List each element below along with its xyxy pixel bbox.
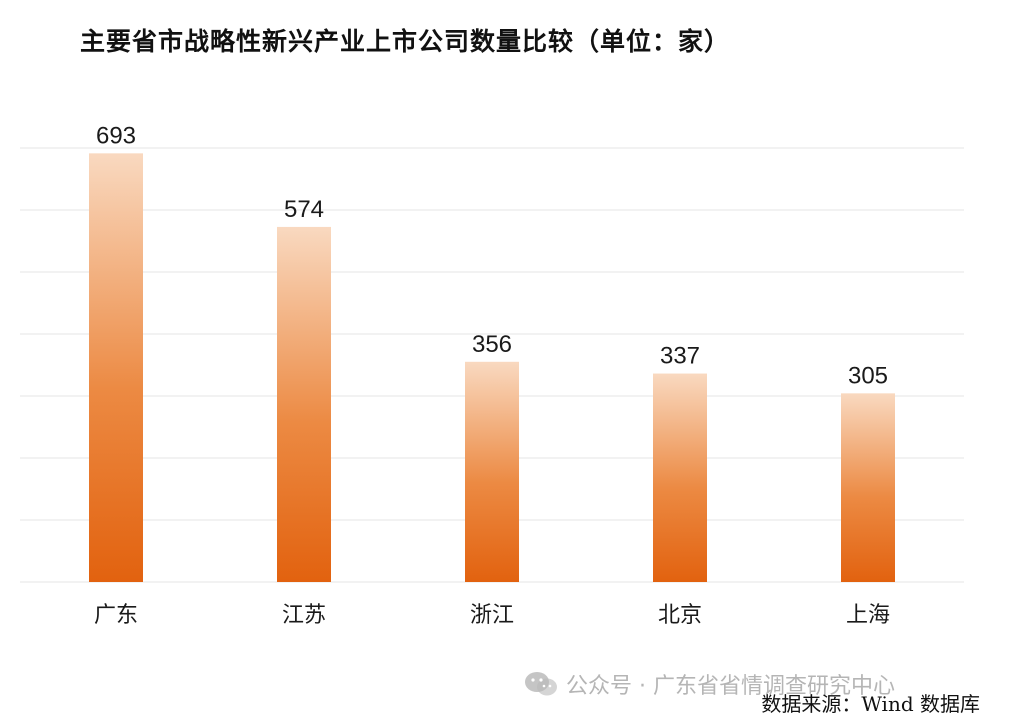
wechat-icon	[524, 671, 558, 697]
x-tick-label: 广东	[94, 603, 138, 628]
watermark: 公众号 · 广东省省情调查研究中心	[524, 668, 895, 700]
x-tick-label: 北京	[658, 603, 702, 628]
chart-title: 主要省市战略性新兴产业上市公司数量比较（单位：家）	[80, 27, 731, 56]
bar-2	[277, 226, 331, 582]
data-label: 574	[284, 196, 324, 223]
x-tick-labels: 广东 江苏 浙江 北京 上海	[94, 603, 890, 628]
bar-5	[841, 393, 895, 582]
data-source-note: 数据来源：Wind 数据库	[761, 692, 980, 716]
data-label: 693	[96, 122, 136, 149]
data-label: 305	[848, 362, 888, 389]
bar-4	[653, 373, 707, 582]
bar-1	[89, 153, 143, 582]
data-label: 337	[660, 343, 700, 370]
data-labels: 693 574 356 337 305	[96, 122, 888, 389]
x-tick-label: 上海	[846, 603, 890, 628]
x-tick-label: 江苏	[282, 603, 326, 628]
bar-3	[465, 361, 519, 582]
watermark-text: 公众号 · 广东省省情调查研究中心	[566, 674, 895, 699]
bars	[89, 153, 895, 582]
x-tick-label: 浙江	[470, 603, 514, 628]
data-label: 356	[472, 331, 512, 358]
